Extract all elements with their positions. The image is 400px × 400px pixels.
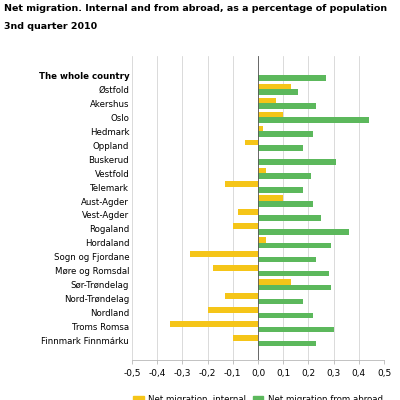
- Legend: Net migration, internal, Net migration from abroad: Net migration, internal, Net migration f…: [130, 392, 386, 400]
- Bar: [258, 168, 266, 173]
- Bar: [258, 76, 326, 81]
- Bar: [258, 271, 328, 276]
- Bar: [233, 335, 258, 340]
- Bar: [225, 182, 258, 187]
- Bar: [258, 196, 283, 201]
- Bar: [238, 209, 258, 215]
- Bar: [258, 173, 311, 179]
- Bar: [258, 299, 303, 304]
- Bar: [258, 340, 316, 346]
- Bar: [258, 89, 298, 95]
- Bar: [258, 229, 349, 234]
- Bar: [258, 237, 266, 243]
- Bar: [258, 201, 314, 207]
- Bar: [258, 243, 331, 248]
- Bar: [258, 103, 316, 109]
- Text: 3nd quarter 2010: 3nd quarter 2010: [4, 22, 97, 31]
- Bar: [258, 145, 303, 151]
- Bar: [208, 307, 258, 313]
- Bar: [258, 313, 314, 318]
- Bar: [170, 321, 258, 327]
- Bar: [213, 265, 258, 271]
- Bar: [258, 279, 291, 285]
- Bar: [258, 98, 276, 103]
- Text: Net migration. Internal and from abroad, as a percentage of population: Net migration. Internal and from abroad,…: [4, 4, 387, 13]
- Bar: [258, 257, 316, 262]
- Bar: [246, 140, 258, 145]
- Bar: [258, 126, 263, 131]
- Bar: [258, 285, 331, 290]
- Bar: [258, 117, 369, 123]
- Bar: [258, 159, 336, 165]
- Bar: [258, 84, 291, 89]
- Bar: [258, 131, 314, 137]
- Bar: [233, 223, 258, 229]
- Bar: [190, 251, 258, 257]
- Bar: [258, 327, 334, 332]
- Bar: [258, 187, 303, 193]
- Bar: [225, 293, 258, 299]
- Bar: [258, 215, 321, 220]
- Bar: [258, 112, 283, 117]
